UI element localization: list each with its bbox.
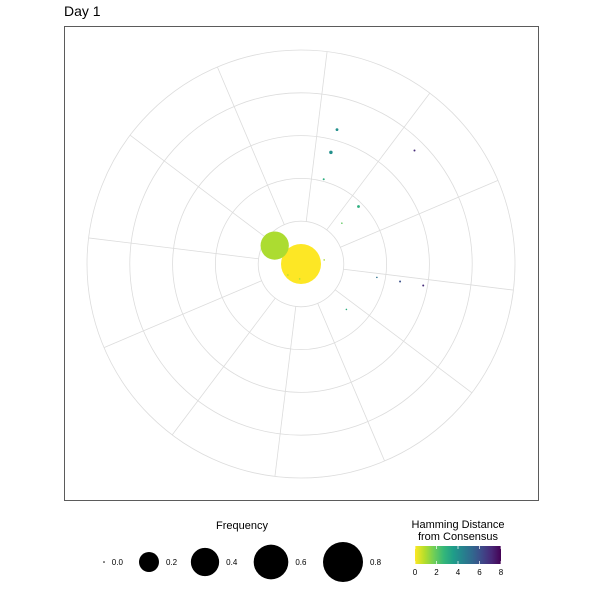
data-point — [287, 274, 289, 276]
grid-spoke — [217, 66, 285, 225]
color-legend-tick-label: 0 — [413, 568, 418, 577]
data-point — [260, 231, 289, 260]
data-point — [322, 178, 325, 181]
chart-title: Day 1 — [64, 3, 101, 19]
color-legend-tick-label: 4 — [456, 568, 461, 577]
size-legend-label: 0.4 — [226, 558, 238, 567]
size-legend: 0.0 0.2 0.4 0.6 0.8 — [103, 542, 382, 582]
data-point — [323, 259, 325, 261]
color-legend-title-line1: Hamming Distance — [411, 519, 505, 531]
grid-ring — [214, 177, 387, 350]
data-point — [422, 284, 425, 287]
size-legend-key — [253, 544, 289, 580]
grid-spoke — [334, 289, 473, 394]
color-legend-tick-label: 8 — [499, 568, 504, 577]
size-legend-key — [139, 552, 159, 572]
grid-spoke — [317, 303, 385, 462]
size-legend-label: 0.6 — [295, 558, 307, 567]
grid-spoke — [171, 297, 276, 436]
grid-spoke — [343, 268, 514, 291]
grid-spoke — [103, 280, 262, 348]
size-legend-label: 0.2 — [166, 558, 178, 567]
data-point — [413, 149, 416, 152]
size-legend-key — [323, 542, 363, 582]
color-legend-tick-label: 2 — [434, 568, 439, 577]
data-point — [345, 308, 348, 311]
color-legend-title: Hamming Distance from Consensus — [400, 519, 516, 543]
size-legend-title: Frequency — [216, 520, 268, 532]
data-point — [329, 150, 333, 155]
grid-spoke — [274, 306, 297, 477]
grid-ring — [172, 135, 430, 393]
polar-grid — [86, 49, 516, 479]
grid-spoke — [305, 51, 328, 222]
data-point — [298, 278, 301, 280]
grid-spoke — [88, 237, 259, 260]
data-point — [335, 128, 339, 132]
grid-spoke — [340, 180, 499, 248]
grid-spoke — [129, 134, 268, 239]
grid-spoke — [326, 92, 431, 231]
size-legend-label: 0.0 — [112, 558, 124, 567]
size-legend-key — [190, 547, 220, 577]
color-legend-title-line2: from Consensus — [417, 531, 499, 543]
grid-ring — [257, 220, 345, 308]
data-point — [281, 244, 321, 284]
size-legend-key — [103, 561, 105, 563]
plot-panel — [64, 26, 539, 501]
data-points — [260, 128, 425, 311]
grid-ring — [86, 49, 516, 479]
grid-ring — [129, 92, 473, 436]
data-point — [376, 276, 378, 279]
data-point — [357, 205, 360, 208]
color-legend: 0 2 4 6 8 — [413, 546, 504, 577]
data-point — [399, 280, 402, 283]
color-legend-tick-label: 6 — [477, 568, 482, 577]
data-point — [341, 222, 343, 224]
size-legend-label: 0.8 — [370, 558, 382, 567]
color-legend-bar — [415, 546, 501, 564]
